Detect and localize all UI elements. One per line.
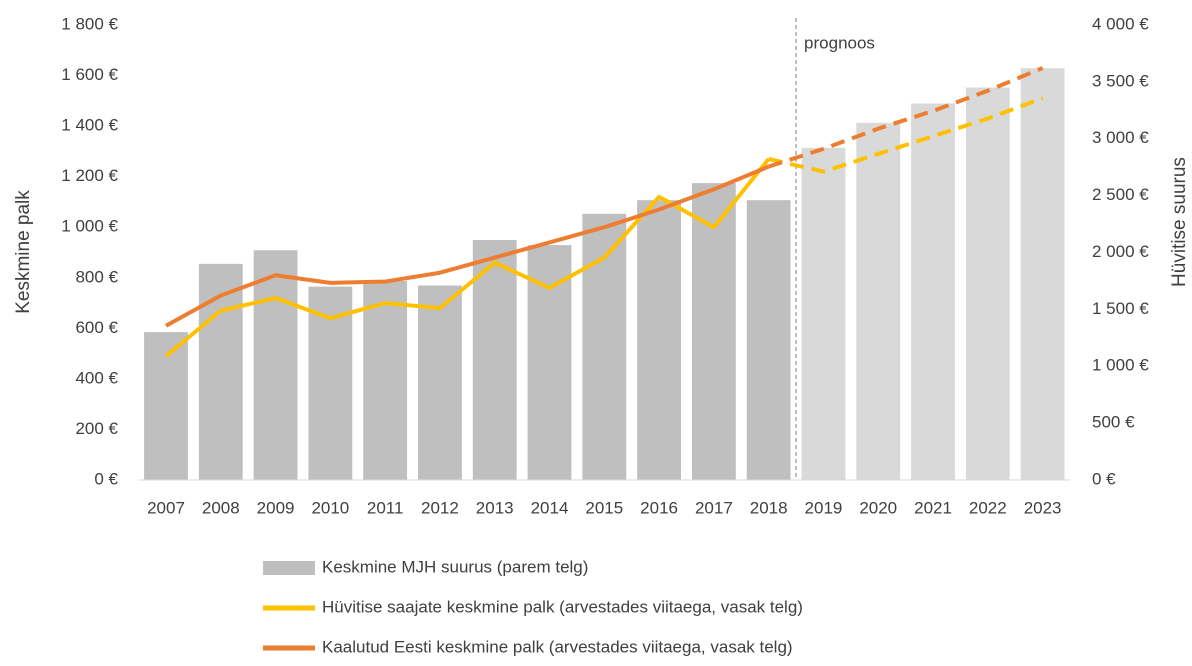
line: [164, 157, 771, 358]
line: [165, 164, 770, 328]
x-tick-label: 2022: [969, 498, 1007, 517]
y-tick-label: 200 €: [75, 419, 118, 438]
forecast-label: prognoos: [804, 33, 875, 52]
y2-tick-label: 1 000 €: [1092, 356, 1149, 375]
bar: [1020, 68, 1065, 480]
bar: [746, 200, 791, 481]
bar: [965, 87, 1010, 480]
bar: [527, 245, 572, 480]
bar: [691, 183, 736, 481]
bar: [582, 213, 627, 480]
x-tick-label: 2010: [311, 498, 349, 517]
y-tick-label: 1 400 €: [61, 116, 118, 135]
x-tick-label: 2016: [640, 498, 678, 517]
forecast-line: [768, 66, 1044, 169]
x-tick-label: 2015: [585, 498, 623, 517]
x-tick-label: 2011: [367, 498, 404, 517]
x-tick-label: 2020: [859, 498, 897, 517]
y2-tick-label: 2 000 €: [1092, 242, 1149, 261]
x-tick-label: 2012: [421, 498, 459, 517]
y-tick-label: 600 €: [75, 318, 118, 337]
x-tick-label: 2023: [1024, 498, 1062, 517]
y2-tick-label: 2 500 €: [1092, 185, 1149, 204]
y2-tick-label: 1 500 €: [1092, 299, 1149, 318]
y2-tick-label: 3 000 €: [1092, 128, 1149, 147]
x-tick-label: 2007: [147, 498, 185, 517]
bar: [856, 122, 901, 480]
y-tick-label: 400 €: [75, 368, 118, 387]
y-tick-label: 800 €: [75, 267, 118, 286]
x-tick-label: 2021: [914, 498, 952, 517]
x-tick-label: 2009: [257, 498, 295, 517]
bar: [472, 239, 517, 480]
x-tick-label: 2019: [805, 498, 843, 517]
bar: [198, 263, 243, 480]
bar: [144, 332, 188, 480]
bar: [418, 285, 462, 480]
x-tick-label: 2013: [476, 498, 514, 517]
bar: [363, 280, 408, 480]
bar: [637, 200, 682, 481]
y-tick-label: 1 800 €: [61, 14, 118, 33]
y-tick-label: 1 000 €: [61, 217, 118, 236]
legend-label: Kaalutud Eesti keskmine palk (arvestades…: [322, 637, 793, 656]
y2-tick-label: 0 €: [1092, 469, 1116, 488]
y-axis-title: Keskmine palk: [13, 190, 34, 314]
y2-tick-label: 3 500 €: [1092, 71, 1149, 90]
forecast-line: [768, 96, 1044, 174]
x-tick-label: 2014: [531, 498, 569, 517]
bar: [911, 103, 955, 481]
x-tick-label: 2018: [750, 498, 788, 517]
x-tick-label: 2017: [695, 498, 733, 517]
x-tick-label: 2008: [202, 498, 240, 517]
legend-label: Hüvitise saajate keskmine palk (arvestad…: [322, 597, 803, 616]
y2-tick-label: 4 000 €: [1092, 14, 1149, 33]
y-tick-label: 1 600 €: [61, 65, 118, 84]
legend-swatch: [263, 561, 315, 575]
y2-axis-title: Hüvitise suurus: [1169, 157, 1190, 287]
y-tick-label: 0 €: [94, 469, 118, 488]
legend-label: Keskmine MJH suurus (parem telg): [322, 557, 588, 576]
y2-tick-label: 500 €: [1092, 413, 1135, 432]
y-tick-label: 1 200 €: [61, 166, 118, 185]
bar: [801, 147, 846, 480]
bar: [253, 250, 298, 480]
